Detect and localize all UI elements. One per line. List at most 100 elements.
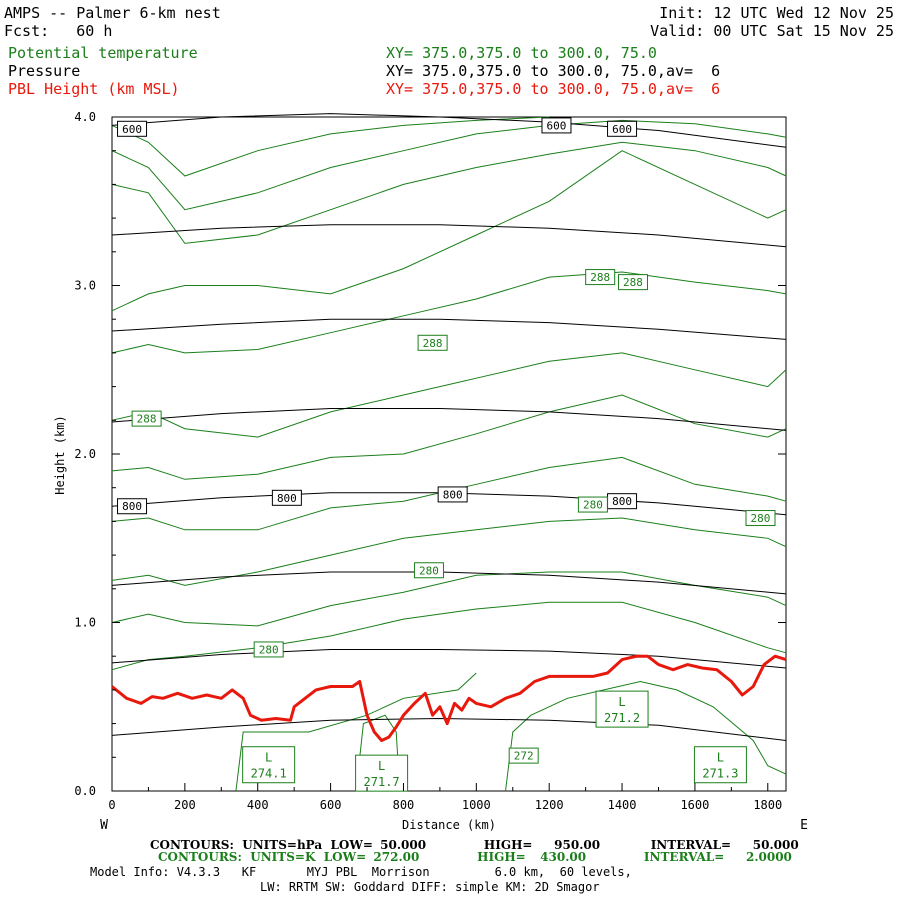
theta-low-value-4: 271.3: [702, 767, 738, 781]
y-axis-label: Height (km): [53, 415, 67, 494]
theta-contour-info: CONTOURS: UNITS=K LOW= 272.00 HIGH= 430.…: [158, 851, 792, 864]
theta-label-9-box: [508, 747, 539, 764]
k-low: 272.00: [373, 850, 420, 864]
x-tick-label-1000: 1000: [462, 798, 491, 812]
k-high-label: HIGH=: [477, 850, 526, 864]
theta-label-3: 288: [423, 337, 443, 350]
field-pbl-xy: XY= 375.0,375.0 to 300.0, 75.0,av= 6: [386, 80, 721, 98]
theta-isentrope-1: [111, 601, 787, 671]
y-tick-label-4: 4.0: [74, 110, 96, 124]
theta-isentrope-5: [111, 394, 787, 480]
x-tick-label-600: 600: [320, 798, 342, 812]
theta-label-9: 272: [514, 750, 534, 763]
pressure-label-1: 600: [122, 123, 142, 136]
y-tick-label-0: 0.0: [74, 784, 96, 798]
theta-isentrope-7: [111, 271, 787, 354]
pressure-label-7: 800: [612, 495, 632, 508]
field-pressure-label: Pressure: [8, 62, 81, 80]
field-theta-label: Potential temperature: [8, 44, 198, 62]
valid-time: Valid: 00 UTC Sat 15 Nov 25: [650, 22, 894, 40]
theta-label-6: 280: [751, 512, 771, 525]
pressure-isobar-2: [111, 224, 787, 248]
theta-label-3-box: [417, 334, 448, 351]
pressure-label-5: 800: [277, 492, 297, 505]
x-axis-label: Distance (km): [402, 818, 496, 832]
hpa-high-label: HIGH=: [483, 838, 533, 852]
theta-isentrope-3: [111, 517, 787, 586]
pbl-height-line: [111, 654, 787, 742]
pressure-isobar-1: [111, 113, 787, 148]
pressure-label-2-box: [541, 117, 572, 134]
pressure-label-4: 800: [122, 500, 142, 513]
theta-low-value-2: 271.7: [364, 775, 400, 789]
hpa-low: 50.000: [380, 838, 427, 852]
theta-label-2-box: [617, 274, 648, 291]
theta-isentrope-11: [111, 116, 550, 177]
theta-label-2: 288: [623, 276, 643, 289]
model-title: AMPS -- Palmer 6-km nest: [4, 4, 221, 22]
pressure-label-3: 600: [612, 123, 632, 136]
hpa-interval: 50.000: [752, 838, 799, 852]
field-theta-xy: XY= 375.0,375.0 to 300.0, 75.0: [386, 44, 657, 62]
hpa-prefix: CONTOURS: UNITS=hPa LOW=: [150, 838, 373, 852]
theta-low-box-1: [242, 746, 296, 784]
theta-low-marker-2: L: [378, 759, 385, 773]
theta-label-5: 280: [583, 499, 603, 512]
theta-low-box-3: [595, 690, 649, 728]
pressure-isobar-3: [111, 318, 787, 340]
x-tick-label-400: 400: [247, 798, 269, 812]
theta-label-5-box: [577, 496, 608, 513]
theta-label-8: 280: [259, 643, 279, 656]
theta-isentrope-13: [355, 714, 401, 792]
y-tick-label-2: 2.0: [74, 447, 96, 461]
theta-isentrope-10: [111, 119, 787, 211]
pressure-label-5-box: [271, 489, 302, 506]
pressure-label-3-box: [607, 120, 638, 137]
pressure-isobar-7: [111, 649, 787, 669]
theta-label-8-box: [253, 641, 284, 658]
k-interval-label: INTERVAL=: [643, 850, 725, 864]
theta-low-marker-3: L: [618, 695, 625, 709]
plot-frame: [111, 116, 787, 792]
theta-low-marker-4: L: [717, 751, 724, 765]
theta-label-1: 288: [590, 271, 610, 284]
x-tick-label-800: 800: [393, 798, 415, 812]
model-info: Model Info: V4.3.3 KF MYJ PBL Morrison 6…: [90, 865, 632, 879]
theta-isentrope-6: [111, 352, 787, 438]
theta-low-value-3: 271.2: [604, 711, 640, 725]
theta-isentrope-2: [111, 571, 787, 627]
y-tick-label-1: 1.0: [74, 616, 96, 630]
theta-isentrope-8: [111, 150, 787, 312]
theta-label-1-box: [585, 269, 616, 286]
theta-isentrope-14: [505, 680, 787, 792]
hpa-high: 950.00: [554, 838, 601, 852]
theta-low-marker-1: L: [265, 751, 272, 765]
theta-low-box-4: [693, 746, 747, 784]
pressure-label-1-box: [117, 120, 148, 137]
west-end-label: W: [100, 818, 108, 833]
pressure-isobar-8: [111, 717, 787, 741]
theta-label-7: 280: [419, 564, 439, 577]
init-time: Init: 12 UTC Wed 12 Nov 25: [659, 4, 894, 22]
theta-label-4: 288: [137, 413, 157, 426]
forecast-hour: Fcst: 60 h: [4, 22, 113, 40]
pressure-label-2: 600: [547, 119, 567, 132]
x-tick-label-1800: 1800: [753, 798, 782, 812]
pressure-label-6: 800: [443, 488, 463, 501]
pressure-contour-info: CONTOURS: UNITS=hPa LOW= 50.000 HIGH= 95…: [150, 839, 799, 852]
theta-isentrope-9: [111, 141, 787, 244]
y-tick-label-3: 3.0: [74, 279, 96, 293]
pressure-label-4-box: [117, 498, 148, 515]
theta-label-6-box: [745, 510, 776, 527]
k-interval: 2.0000: [745, 850, 792, 864]
physics-info: LW: RRTM SW: Goddard DIFF: simple KM: 2D…: [260, 880, 600, 894]
pressure-isobar-4: [111, 408, 787, 431]
theta-label-7-box: [413, 562, 444, 579]
theta-label-4-box: [131, 410, 162, 427]
hpa-interval-label: INTERVAL=: [650, 838, 732, 852]
pressure-isobar-6: [111, 571, 787, 595]
x-tick-label-200: 200: [174, 798, 196, 812]
k-prefix: CONTOURS: UNITS=K LOW=: [158, 850, 367, 864]
east-end-label: E: [800, 818, 808, 833]
